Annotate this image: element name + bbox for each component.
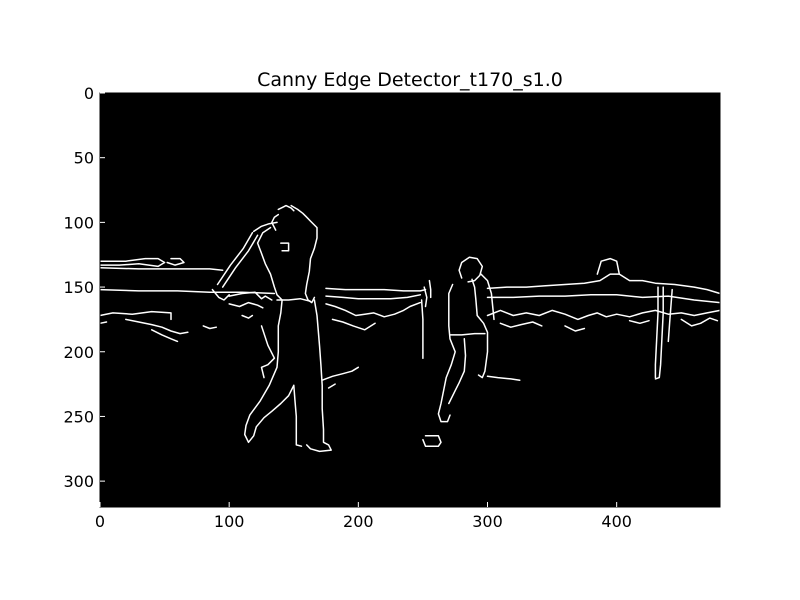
x-axis: 0 100 200 300 400 xyxy=(95,502,632,531)
edge-horizon-left-upper xyxy=(99,257,166,268)
edge-map xyxy=(99,204,721,453)
edge-walker-torso-right xyxy=(471,278,489,379)
edge-walker-head xyxy=(458,256,484,283)
edge-right-shore-1 xyxy=(486,309,721,321)
edge-bunker-edge-2 xyxy=(327,383,336,389)
edge-right-shore-4 xyxy=(628,319,650,325)
edge-walker-leg-front xyxy=(448,338,467,405)
edge-golfer-belt xyxy=(276,297,312,303)
plot-frame xyxy=(99,92,721,508)
y-tick-label: 0 xyxy=(84,84,94,103)
edge-right-shore-2 xyxy=(499,321,543,328)
edge-flagpole-a xyxy=(654,286,659,379)
edge-golfer-head-left xyxy=(271,213,280,231)
y-tick-label: 300 xyxy=(63,472,94,491)
edge-right-small-pole xyxy=(667,288,673,343)
edge-golfer-torso-left xyxy=(243,226,295,444)
edge-mid-left-flags xyxy=(260,325,276,379)
edge-right-shore-3 xyxy=(564,325,586,332)
edge-mid-horizon-left xyxy=(211,288,230,301)
edge-walker-waist xyxy=(449,332,486,336)
edge-mid-small-a xyxy=(241,314,254,319)
edge-golfer-back-leg xyxy=(305,299,332,453)
edge-right-horizon-lower xyxy=(486,294,721,304)
edge-club-shaft-a xyxy=(221,234,259,288)
x-tick-label: 300 xyxy=(472,512,503,531)
edge-post-left xyxy=(428,279,432,299)
y-axis: 0 50 100 150 200 250 300 xyxy=(63,84,105,491)
edge-right-horizon-upper xyxy=(486,273,721,295)
y-tick-label: 200 xyxy=(63,343,94,362)
edge-right-shore-5 xyxy=(680,317,719,327)
edge-left-shore-4 xyxy=(202,325,218,330)
edge-horizon-left-bump xyxy=(166,257,185,266)
x-tick-label: 100 xyxy=(214,512,245,531)
edge-golfer-hands xyxy=(252,221,278,233)
edge-mid-center-1 xyxy=(325,287,427,292)
edge-mid-shore-center xyxy=(325,301,422,318)
edge-mid-shore-center-2 xyxy=(331,318,376,331)
edge-golfer-head-top xyxy=(277,204,295,212)
y-tick-label: 150 xyxy=(63,278,94,297)
y-tick-label: 250 xyxy=(63,407,94,426)
edge-golfer-elbow-a xyxy=(280,242,290,252)
edge-mid-shore-left xyxy=(228,301,264,309)
edge-left-shore-2 xyxy=(125,318,189,335)
edge-horizon-left-band xyxy=(99,266,224,271)
edge-flagpole-b xyxy=(654,286,664,380)
edge-club-shaft-b xyxy=(216,231,254,286)
edge-mid-center-2 xyxy=(325,294,422,300)
y-tick-label: 100 xyxy=(63,213,94,232)
x-tick-label: 0 xyxy=(95,512,105,531)
edge-golfer-right-arm xyxy=(290,204,318,304)
image-area xyxy=(100,93,720,507)
edge-post-left-2 xyxy=(423,286,428,308)
edge-walker-shoe xyxy=(422,435,442,447)
edge-mid-horizon-clutter xyxy=(228,291,273,301)
x-tick-label: 200 xyxy=(343,512,374,531)
edge-post-vertical xyxy=(420,299,424,359)
edge-walker-torso-left xyxy=(437,283,456,423)
y-tick-label: 50 xyxy=(74,149,94,168)
edge-left-shore-1 xyxy=(99,310,172,321)
edge-walker-shadow-line xyxy=(486,375,521,381)
edge-bunker-edge xyxy=(321,366,360,381)
x-tick-label: 400 xyxy=(601,512,632,531)
edge-golfer-inner-leg xyxy=(293,384,303,447)
edge-left-shore-3 xyxy=(150,329,179,343)
chart-title: Canny Edge Detector_t170_s1.0 xyxy=(257,69,563,91)
edge-right-tree-bump xyxy=(596,257,621,275)
edge-walker-arm xyxy=(480,273,495,321)
edge-left-shore-5 xyxy=(99,321,108,325)
